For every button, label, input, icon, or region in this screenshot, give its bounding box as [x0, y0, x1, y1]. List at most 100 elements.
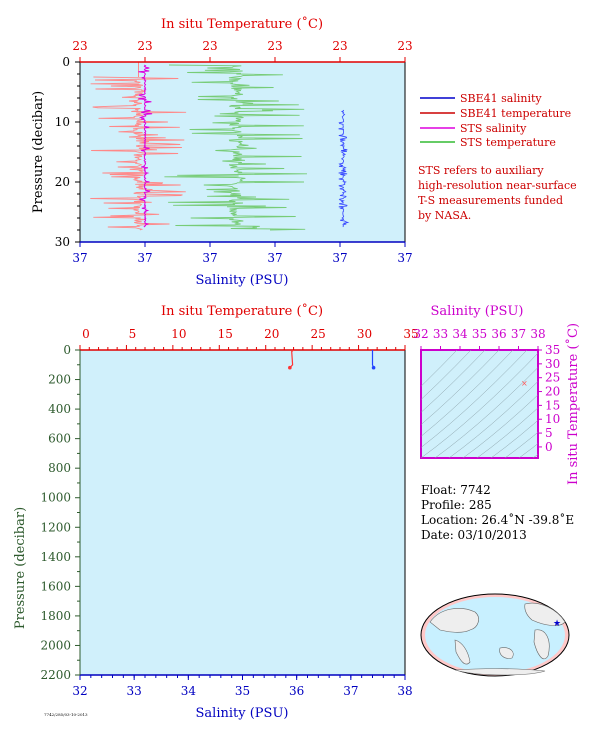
tick-label: 20 — [55, 175, 70, 189]
tick-label: 35 — [403, 327, 418, 341]
footer-code: 7742/285/03-10-2013 — [44, 712, 88, 717]
near-surface-left-axis-title: Pressure (decibar) — [31, 91, 46, 213]
tick-label: 0 — [62, 55, 70, 69]
temperature-profile-end-marker — [288, 365, 292, 370]
tick-label: 23 — [72, 39, 87, 53]
full-profile-bottom-axis-title: Salinity (PSU) — [196, 706, 289, 721]
float-location: Location: 26.4˚N -39.8˚E — [421, 512, 574, 527]
temperature-profile-line — [289, 349, 294, 369]
full-profile-traces — [288, 349, 376, 370]
near-surface-pressure-ticks: 0 10 20 30 — [55, 55, 80, 249]
sts-note-line: T-S measurements funded — [418, 194, 563, 207]
tick-label: 0 — [63, 343, 71, 357]
full-profile-salinity-ticks: 32 33 34 35 36 37 38 — [72, 675, 413, 698]
tick-label: 37 — [332, 251, 347, 265]
density-contour — [462, 394, 538, 458]
tick-label: 37 — [137, 251, 152, 265]
tick-label: 35 — [235, 684, 250, 698]
full-profile-left-axis-title: Pressure (decibar) — [13, 507, 28, 629]
tick-label: 1800 — [40, 609, 71, 623]
density-contour — [421, 350, 500, 425]
density-contour — [448, 381, 538, 458]
legend: SBE41 salinity SBE41 temperature STS sal… — [420, 92, 571, 149]
ts-salinity-ticks: 32 33 34 35 36 37 38 — [413, 327, 546, 350]
tick-label: 600 — [48, 432, 71, 446]
tick-label: 400 — [48, 402, 71, 416]
tick-label: 37 — [72, 251, 87, 265]
continent-shape — [454, 639, 471, 665]
tick-label: 34 — [452, 327, 468, 341]
tick-label: 37 — [343, 684, 358, 698]
tick-label: 38 — [530, 327, 545, 341]
near-surface-top-ticks: 23 23 23 23 23 23 — [72, 39, 413, 62]
tick-label: 30 — [55, 235, 70, 249]
tick-label: 15 — [545, 398, 560, 412]
tick-label: 33 — [433, 327, 448, 341]
sts-note: STS refers to auxiliary high-resolution … — [418, 164, 577, 222]
density-contour — [490, 419, 538, 458]
tick-label: 10 — [171, 327, 186, 341]
tick-label: 37 — [202, 251, 217, 265]
continent-shape — [533, 629, 550, 660]
tick-label: 23 — [397, 39, 412, 53]
tick-label: 2000 — [40, 638, 71, 652]
sts-note-line: by NASA. — [418, 209, 471, 222]
tick-label: 37 — [267, 251, 282, 265]
density-contour — [421, 352, 538, 458]
density-contour — [421, 350, 486, 413]
tick-label: 1400 — [40, 550, 71, 564]
tick-label: 1000 — [40, 491, 71, 505]
tick-label: 32 — [413, 327, 428, 341]
continent-shape — [429, 608, 479, 633]
ts-density-contours — [421, 350, 538, 458]
profile-date: Date: 03/10/2013 — [421, 528, 527, 542]
tick-label: 32 — [72, 684, 87, 698]
tick-label: 23 — [267, 39, 282, 53]
float-position-marker: ★ — [553, 619, 561, 629]
near-surface-bottom-ticks: 37 37 37 37 37 37 — [72, 242, 413, 265]
tick-label: 38 — [397, 684, 412, 698]
ts-right-axis-title: In situ Temperature (˚C) — [565, 323, 581, 485]
sts-note-line: STS refers to auxiliary — [418, 164, 544, 177]
density-contour — [476, 407, 538, 458]
tick-label: 5 — [129, 327, 137, 341]
tick-label: 37 — [511, 327, 526, 341]
float-info: Float: 7742 Profile: 285 Location: 26.4˚… — [421, 483, 574, 542]
tick-label: 1600 — [40, 579, 71, 593]
tick-label: 200 — [48, 373, 71, 387]
density-contour — [504, 431, 538, 458]
tick-label: 35 — [545, 343, 560, 357]
density-contour — [421, 350, 472, 400]
tick-label: 36 — [289, 684, 304, 698]
world-map: ★ — [420, 593, 570, 677]
near-surface-top-axis-title: In situ Temperature (˚C) — [161, 16, 323, 32]
tick-label: 36 — [491, 327, 506, 341]
tick-label: 37 — [397, 251, 412, 265]
tick-label: 1200 — [40, 520, 71, 534]
density-contour — [518, 443, 538, 458]
sts-salinity-trace — [138, 64, 153, 228]
salinity-profile-end-marker — [371, 365, 376, 370]
float-number: Float: 7742 — [421, 483, 491, 497]
tick-label: 2200 — [40, 668, 71, 682]
near-surface-bottom-axis-title: Salinity (PSU) — [196, 273, 289, 288]
tick-label: 30 — [545, 357, 560, 371]
tick-label: 10 — [55, 115, 70, 129]
legend-label-sts-salinity: STS salinity — [460, 122, 527, 135]
continent-shape — [454, 668, 546, 676]
density-contour — [421, 350, 514, 437]
tick-label: 23 — [202, 39, 217, 53]
ts-top-axis-title: Salinity (PSU) — [431, 304, 524, 319]
tick-label: 20 — [264, 327, 279, 341]
full-profile-plot-area — [79, 349, 406, 676]
legend-label-sbe41-temperature: SBE41 temperature — [460, 107, 571, 120]
tick-label: 35 — [472, 327, 487, 341]
tick-label: 23 — [332, 39, 347, 53]
tick-label: 34 — [181, 684, 197, 698]
legend-label-sbe41-salinity: SBE41 salinity — [460, 92, 542, 105]
tick-label: 33 — [127, 684, 142, 698]
continent-shape — [524, 602, 566, 626]
tick-label: 5 — [545, 426, 553, 440]
